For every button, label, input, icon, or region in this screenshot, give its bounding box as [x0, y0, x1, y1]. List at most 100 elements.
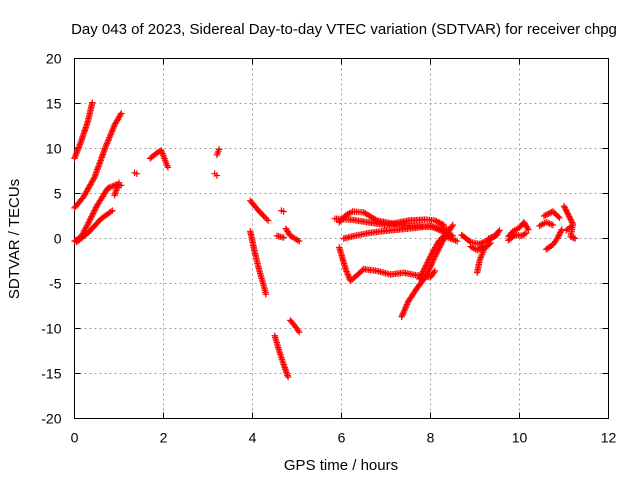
data-arc	[211, 170, 221, 179]
data-point	[554, 235, 561, 242]
data-point	[420, 266, 428, 274]
data-point	[556, 230, 563, 238]
data-point	[399, 310, 407, 317]
data-arc	[71, 99, 96, 162]
data-point	[403, 302, 410, 310]
data-point	[561, 204, 568, 211]
data-point	[296, 328, 303, 336]
data-arc	[560, 202, 579, 242]
data-point	[86, 217, 93, 225]
data-point	[566, 214, 574, 222]
ticks: 0 2 4 6 8 10 12 20 15 10 5 0 -5 -10 -15 -20	[41, 51, 616, 446]
data-point	[564, 210, 571, 217]
data-point	[280, 208, 287, 215]
data-point	[92, 205, 99, 213]
data-point	[260, 212, 267, 220]
data-point	[422, 263, 429, 271]
data-arc	[331, 215, 448, 229]
data-arc	[563, 223, 574, 234]
data-point	[555, 232, 563, 239]
data-point	[479, 243, 486, 250]
data-point	[440, 221, 448, 229]
data-arc	[146, 147, 172, 171]
data-point	[416, 274, 424, 281]
data-point	[90, 175, 97, 182]
x-tick-label: 8	[427, 430, 435, 446]
data-arc	[278, 207, 287, 215]
data-arc	[336, 244, 439, 284]
x-tick-label: 0	[71, 430, 79, 446]
data-point	[571, 235, 579, 242]
data-point	[117, 111, 124, 119]
x-axis-title: GPS time / hours	[284, 457, 398, 474]
y-tick-label: 15	[46, 96, 62, 112]
data-arc	[271, 332, 292, 381]
data-point	[565, 211, 572, 219]
y-tick-label: -10	[41, 321, 61, 337]
data-point	[439, 221, 446, 228]
data-point	[427, 253, 434, 260]
data-point	[84, 220, 92, 228]
data-point	[215, 146, 223, 153]
y-tick-label: 0	[54, 231, 62, 247]
data-point	[543, 211, 551, 218]
data-arc	[111, 179, 123, 199]
data-point	[545, 210, 552, 217]
data-point	[109, 207, 116, 214]
data-arc	[536, 219, 557, 230]
data-arc	[247, 228, 270, 298]
data-point	[510, 232, 517, 240]
data-arc	[467, 242, 488, 254]
data-point	[423, 260, 430, 268]
y-tick-label: -15	[41, 366, 61, 382]
data-point	[115, 179, 123, 186]
data-point	[567, 216, 574, 223]
data-arc	[71, 110, 125, 212]
data-point	[556, 214, 563, 221]
data-arc	[213, 146, 223, 158]
data-point	[213, 172, 221, 179]
data-arc	[485, 227, 503, 242]
data-point	[264, 217, 272, 224]
data-point	[85, 219, 92, 226]
data-point	[422, 262, 430, 269]
data-point	[427, 222, 434, 230]
data-arc	[282, 225, 303, 245]
data-point	[434, 218, 442, 226]
data-point	[565, 213, 573, 220]
data-arc	[247, 197, 272, 224]
data-point	[437, 235, 445, 242]
data-point	[86, 216, 94, 223]
data-point	[89, 210, 97, 217]
data-point	[417, 272, 425, 280]
data-point	[419, 268, 427, 275]
data-point	[398, 313, 405, 320]
data-point	[359, 267, 366, 274]
data-point	[525, 226, 532, 233]
data-point	[424, 259, 431, 266]
data-point	[89, 211, 96, 219]
data-point	[554, 233, 562, 241]
data-point	[449, 221, 456, 229]
data-point	[565, 224, 573, 232]
data-point	[280, 234, 287, 241]
y-tick-label: -20	[41, 411, 61, 427]
data-point	[437, 227, 445, 234]
data-point	[568, 217, 575, 225]
data-point	[466, 237, 473, 245]
data-point	[555, 213, 562, 220]
data-arc	[131, 169, 140, 177]
data-point	[524, 224, 531, 232]
data-point	[436, 237, 443, 244]
data-point	[433, 218, 440, 225]
data-point	[261, 214, 269, 221]
data-point	[401, 305, 409, 313]
x-tick-label: 10	[512, 430, 528, 446]
data-arc	[474, 239, 494, 276]
y-tick-label: -5	[49, 276, 62, 292]
data-point	[419, 269, 426, 277]
data-arc	[273, 232, 287, 241]
data-point	[296, 238, 303, 245]
data-point	[563, 208, 571, 216]
data-point	[118, 110, 125, 117]
